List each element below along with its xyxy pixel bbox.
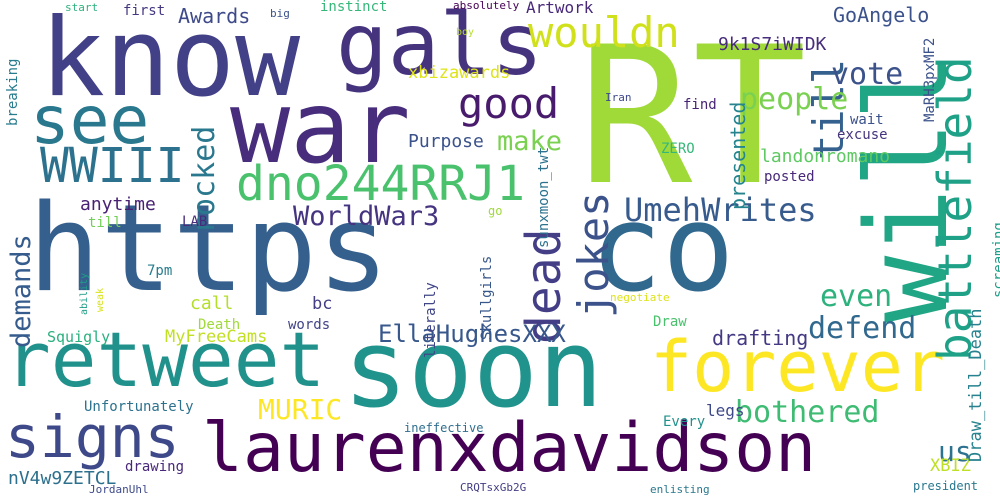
word-demands: demands [6, 234, 37, 348]
word-gals: gals [336, 0, 544, 95]
word-jokes: jokes [569, 191, 618, 318]
word-good: good [458, 79, 560, 128]
word-big: big [270, 7, 290, 20]
word-xbiz: XBIZ [930, 456, 971, 476]
word-xbizawards: xbizawards [408, 63, 511, 83]
word-people: people [740, 82, 849, 117]
word-boy: boy [456, 27, 475, 38]
word-ability: ability [79, 272, 90, 315]
word-excuse: excuse [837, 127, 888, 143]
word-wwiii: WWIII [40, 138, 185, 194]
word-see: see [30, 82, 150, 159]
word-landonromano: landonromano [760, 146, 891, 167]
word-https: https [28, 180, 390, 319]
word-wait: wait [850, 112, 884, 128]
word-anytime: anytime [80, 194, 156, 215]
word-skullgirls: Skullgirls [479, 255, 495, 340]
word-screaming: screaming [991, 222, 1000, 298]
word-awards: Awards [178, 4, 251, 28]
word-artwork: Artwork [526, 0, 594, 17]
word-literally: literally [423, 282, 439, 358]
word-negotiate: negotiate [610, 291, 670, 304]
word-breaking: breaking [5, 58, 21, 126]
word-7pm: 7pm [147, 263, 173, 279]
word-draw-till-death: Draw_till_Death [966, 308, 986, 462]
word-make: make [497, 126, 563, 157]
word-find: find [683, 97, 717, 113]
word-co: co [590, 180, 735, 319]
word-bc: bc [312, 294, 333, 314]
word-worldwar3: WorldWar3 [293, 201, 440, 232]
word-weak: weak [95, 287, 106, 312]
word-words: words [288, 317, 331, 333]
word-legs: legs [706, 401, 745, 420]
word-bothered: bothered [735, 395, 880, 430]
word-wouldn: wouldn [528, 8, 680, 57]
word-soon: soon [343, 307, 604, 432]
word-every: Every [663, 414, 706, 430]
word-squigly: Squigly [47, 328, 111, 346]
word-muric: MURIC [258, 393, 343, 426]
word-presented: presented [726, 101, 750, 210]
word-retweet: retweet [5, 315, 326, 404]
word-enlisting: enlisting [650, 483, 710, 496]
word-jordanuhl: JordanUhl [89, 483, 149, 496]
word-president: president [913, 479, 979, 493]
word-9k1s7iwidk: 9k1S7iWIDK [718, 34, 827, 55]
word-death: Death [198, 317, 241, 333]
word-ineffective: ineffective [404, 421, 484, 435]
word-first: first [123, 3, 166, 19]
word-marh3pxmf2: MaRH3pxMF2 [922, 37, 938, 122]
word-unfortunately: Unfortunately [84, 399, 194, 415]
word-drawing: drawing [125, 459, 185, 475]
word-lab: LAB [182, 214, 208, 230]
word-posted: posted [764, 169, 815, 185]
word-myfreecams: MyFreeCams [165, 327, 268, 347]
word-instinct: instinct [320, 0, 388, 15]
word-laurenxdavidson: laurenxdavidson [202, 409, 817, 488]
word-vote: vote [831, 57, 904, 92]
word-rt: RT [578, 6, 807, 227]
word-ellahughesxxx: EllaHughesXXX [378, 320, 566, 348]
word-us: us [938, 435, 972, 468]
word-till-small: till [88, 215, 122, 231]
word-nv4w9zetcl: nV4w9ZETCL [8, 468, 117, 489]
word-even: even [820, 279, 893, 314]
word-goangelo: GoAngelo [833, 3, 930, 27]
word-dno244rrj1: dno244RRJ1 [236, 156, 525, 212]
word-purpose: Purpose [408, 131, 484, 152]
word-start: start [65, 1, 99, 14]
word-defend: defend [808, 311, 917, 346]
word-call: call [190, 293, 234, 314]
word-umehwrites: UmehWrites [624, 191, 817, 229]
word-absolutely: absolutely [453, 0, 520, 12]
word-know: know [40, 0, 301, 121]
word-draw: Draw [653, 314, 687, 330]
word-sunxmoon-twt: sunxmoon_twt [536, 146, 552, 248]
word-signs: signs [5, 403, 180, 471]
word-crqtsxgb2g: CRQTsxGb2G [460, 481, 527, 494]
word-iran: Iran [605, 91, 632, 104]
word-zero: ZERO [661, 141, 695, 157]
word-forever: forever [650, 326, 946, 408]
word-drafting: drafting [712, 326, 809, 350]
word-war: war [230, 69, 411, 186]
word-go: go [488, 204, 503, 218]
